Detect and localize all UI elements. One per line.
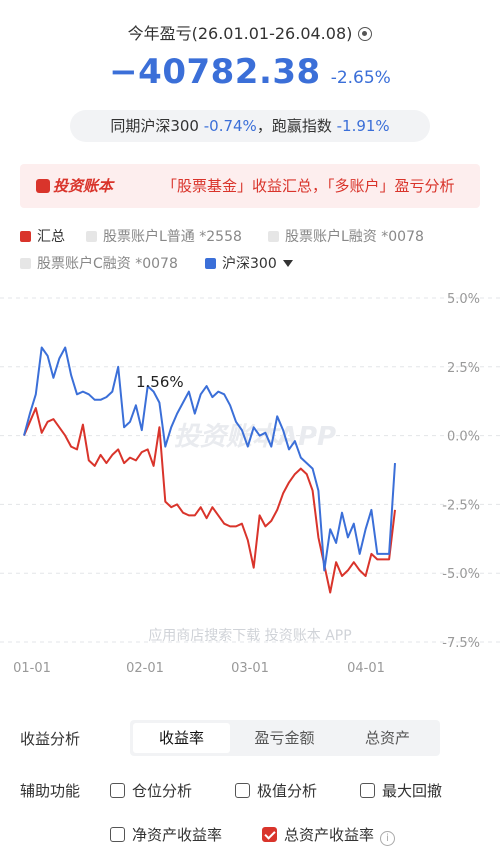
- x-axis-ticks: 01-01 02-01 03-01 04-01: [13, 661, 385, 676]
- checkbox-box[interactable]: [235, 783, 250, 798]
- checkbox-label: 仓位分析: [132, 782, 193, 800]
- tab-pnl-amount[interactable]: 盈亏金额: [254, 729, 315, 747]
- legend-swatch: [20, 231, 31, 242]
- logo-text: 投资账本: [53, 177, 114, 195]
- legend-swatch: [268, 231, 279, 242]
- pnl-value: −40782.38: [109, 52, 321, 92]
- promo-banner[interactable]: 投资账本 「股票基金」收益汇总，「多账户」盈亏分析: [20, 164, 480, 208]
- analysis-tabs: 收益率 盈亏金额 总资产: [130, 720, 440, 756]
- y-axis-ticks: 5.0% 2.5% 0.0% -2.5% -5.0% -7.5%: [442, 292, 480, 651]
- beat-label: ，跑赢指数: [256, 117, 332, 135]
- pnl-summary: −40782.38 -2.65%: [0, 52, 500, 92]
- x-tick-label: 03-01: [231, 661, 269, 676]
- legend-swatch: [86, 231, 97, 242]
- series-line: [23, 346, 396, 572]
- y-tick-label: 2.5%: [447, 361, 480, 376]
- tabs-label: 收益分析: [20, 730, 81, 748]
- legend-item-summary[interactable]: 汇总: [20, 226, 65, 246]
- legend-label: 股票账户C融资 *0078: [37, 256, 178, 272]
- eye-icon[interactable]: [358, 27, 373, 41]
- legend-label: 汇总: [37, 229, 65, 245]
- y-tick-label: -5.0%: [442, 567, 480, 582]
- net-asset-return-checkbox[interactable]: 净资产收益率: [110, 824, 222, 845]
- legend-label: 股票账户L普通 *2558: [103, 229, 242, 245]
- extreme-analysis-checkbox[interactable]: 极值分析: [235, 780, 317, 801]
- aux-label: 辅助功能: [20, 782, 81, 800]
- tab-total-assets[interactable]: 总资产: [364, 729, 410, 747]
- app-logo: 投资账本: [36, 164, 113, 208]
- aux-row-2: 净资产收益率 总资产收益率 i: [20, 820, 490, 848]
- legend-item-account-c-margin[interactable]: 股票账户C融资 *0078: [20, 253, 178, 273]
- checkbox-label: 净资产收益率: [132, 826, 223, 844]
- series-line: [23, 407, 396, 594]
- logo-mark-icon: [36, 179, 50, 193]
- y-tick-label: 0.0%: [447, 430, 480, 445]
- promo-text: 「股票基金」收益汇总，「多账户」盈亏分析: [162, 177, 455, 195]
- legend-label: 股票账户L融资 *0078: [285, 229, 424, 245]
- legend-item-account-l-normal[interactable]: 股票账户L普通 *2558: [86, 226, 242, 246]
- chart-lines: [23, 346, 396, 594]
- checkbox-box[interactable]: [110, 827, 125, 842]
- beat-value: -1.91%: [336, 117, 390, 135]
- pnl-percent: -2.65%: [330, 68, 391, 88]
- legend-swatch: [205, 258, 216, 269]
- aux-row-1: 辅助功能 仓位分析 极值分析 最大回撤: [20, 776, 490, 804]
- x-tick-label: 02-01: [126, 661, 164, 676]
- y-tick-label: -7.5%: [442, 636, 480, 651]
- return-chart[interactable]: 投资账本APP 应用商店搜索下载 投资账本 APP 5.0% 2.5% 0.0% -2…: [0, 285, 500, 685]
- checkbox-box[interactable]: [360, 783, 375, 798]
- legend-swatch: [20, 258, 31, 269]
- checkbox-label: 最大回撤: [382, 782, 443, 800]
- checkbox-label: 总资产收益率: [284, 826, 375, 844]
- period-title-text: 今年盈亏(26.01.01-26.04.08): [127, 24, 353, 43]
- max-drawdown-checkbox[interactable]: 最大回撤: [360, 780, 442, 801]
- chart-grid: [0, 297, 500, 643]
- total-asset-return-checkbox[interactable]: 总资产收益率 i: [262, 824, 396, 846]
- bench-label: 同期沪深300: [110, 117, 199, 135]
- peak-label: 1.56%: [136, 373, 184, 391]
- period-title: 今年盈亏(26.01.01-26.04.08): [0, 20, 500, 44]
- caret-down-icon: [282, 260, 293, 267]
- watermark-bottom: 应用商店搜索下载 投资账本 APP: [148, 627, 351, 644]
- checkbox-box[interactable]: [110, 783, 125, 798]
- position-analysis-checkbox[interactable]: 仓位分析: [110, 780, 192, 801]
- analysis-tabs-row: 收益分析 收益率 盈亏金额 总资产: [20, 718, 480, 758]
- watermark-center: 投资账本APP: [174, 422, 336, 452]
- checkbox-label: 极值分析: [257, 782, 318, 800]
- benchmark-pill: 同期沪深300 -0.74%，跑赢指数 -1.91%: [70, 110, 430, 142]
- y-tick-label: 5.0%: [447, 292, 480, 307]
- tab-return-rate[interactable]: 收益率: [133, 723, 230, 753]
- legend-label: 沪深300: [222, 256, 277, 272]
- x-tick-label: 01-01: [13, 661, 51, 676]
- y-tick-label: -2.5%: [442, 498, 480, 513]
- legend-item-account-l-margin[interactable]: 股票账户L融资 *0078: [268, 226, 424, 246]
- x-tick-label: 04-01: [347, 661, 385, 676]
- bench-value: -0.74%: [203, 117, 257, 135]
- checkbox-box-checked[interactable]: [262, 827, 277, 842]
- legend-item-csi300[interactable]: 沪深300: [205, 253, 293, 273]
- info-icon[interactable]: i: [380, 831, 396, 846]
